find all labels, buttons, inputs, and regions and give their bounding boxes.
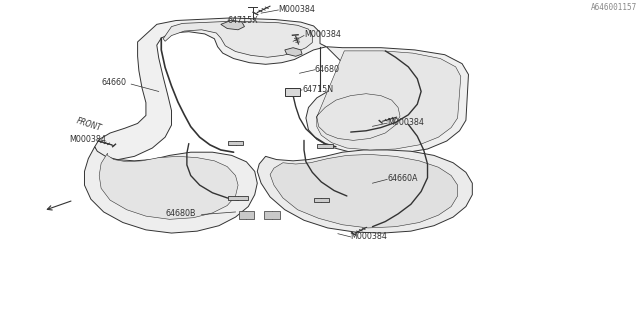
Bar [314,198,329,202]
Text: M000384: M000384 [69,135,106,144]
Polygon shape [306,47,468,155]
Polygon shape [317,51,461,150]
Text: M000384: M000384 [387,118,424,127]
Polygon shape [99,153,238,219]
Text: M000384: M000384 [351,232,388,241]
Text: M000384: M000384 [278,5,316,14]
Polygon shape [285,48,302,56]
Polygon shape [84,147,257,233]
Polygon shape [221,20,244,30]
Text: 64680B: 64680B [165,209,196,218]
Polygon shape [95,18,326,160]
Text: 64680: 64680 [315,65,340,74]
Polygon shape [270,155,458,228]
Text: 64660A: 64660A [387,174,418,183]
Text: FRONT: FRONT [76,116,103,133]
Bar [317,144,333,148]
Text: 64660: 64660 [101,78,126,87]
Text: 64715X: 64715X [228,16,259,25]
Bar [228,196,248,200]
Text: 64715N: 64715N [302,85,333,94]
Text: M000384: M000384 [304,30,341,39]
Bar [239,211,254,219]
Bar [228,141,243,145]
Polygon shape [257,150,472,233]
Text: A646001157: A646001157 [591,3,637,12]
Polygon shape [285,88,300,96]
Bar [264,211,280,219]
Polygon shape [163,21,312,57]
